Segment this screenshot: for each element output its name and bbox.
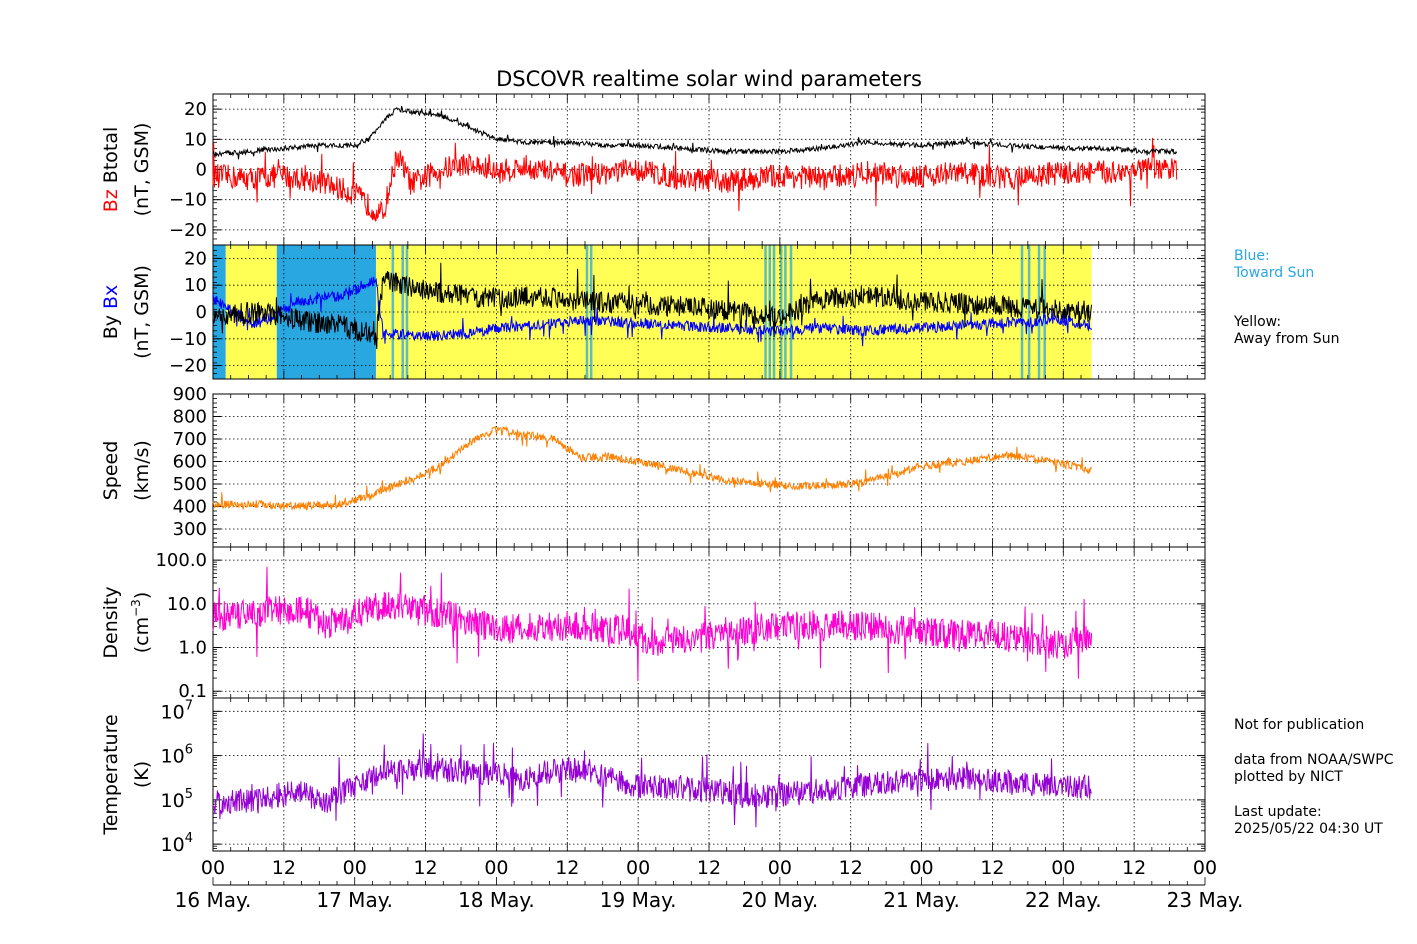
panels-group: −20 −10 0 10 20 Bz Btotal (nT, GSM) −20 −10 0 10 20… — [100, 93, 1206, 856]
sector-toward-stripe — [391, 245, 395, 379]
date-label: 18 May. — [458, 888, 535, 912]
note-last-update-value: 2025/05/22 04:30 UT — [1234, 821, 1383, 837]
date-label: 21 May. — [883, 888, 960, 912]
y-label-main: Temperature — [100, 714, 122, 835]
y-tick-exponent: 6 — [185, 743, 193, 758]
y-tick-label: −20 — [169, 220, 207, 241]
x-tick-label: 00 — [626, 857, 650, 879]
x-tick-label: 00 — [1051, 857, 1075, 879]
series-speed-line — [212, 425, 1093, 511]
y-tick-label: −10 — [169, 190, 207, 211]
y-label-main: Density — [100, 586, 122, 658]
legend-yellow-title: Yellow: — [1234, 314, 1282, 330]
series-btotal-line — [212, 106, 1178, 160]
sector-toward-stripe — [1037, 245, 1041, 379]
y-tick-label: 300 — [173, 519, 207, 540]
note-plotted-by: plotted by NICT — [1234, 769, 1343, 785]
y-label-units: (K) — [131, 761, 153, 788]
note-not-for-publication: Not for publication — [1234, 717, 1365, 733]
date-label: 19 May. — [600, 888, 677, 912]
y-tick-label: 20 — [184, 248, 207, 269]
sector-toward-stripe — [401, 245, 404, 379]
y-tick-label: 0 — [196, 302, 207, 323]
y-tick-label: 10.0 — [167, 594, 207, 615]
y-tick-label: 400 — [173, 497, 207, 518]
note-data-source: data from NOAA/SWPC — [1234, 752, 1394, 768]
date-label: 16 May. — [175, 888, 252, 912]
y-label-units: (nT, GSM) — [131, 265, 153, 359]
series-bz-line — [212, 137, 1178, 222]
x-tick-label: 00 — [484, 857, 508, 879]
y-tick-label: 107 — [161, 698, 193, 723]
y-tick-exponent: 5 — [185, 787, 193, 802]
y-tick-label: 0.1 — [178, 681, 207, 702]
legend-blue-title: Blue: — [1234, 248, 1270, 264]
x-tick-label: 00 — [201, 857, 225, 879]
x-tick-label: 12 — [413, 857, 437, 879]
x-tick-label: 12 — [555, 857, 579, 879]
sector-toward-stripe — [589, 245, 593, 379]
series-temperature-line — [212, 733, 1093, 828]
y-tick-label: 600 — [173, 452, 207, 473]
y-tick-label: 10 — [184, 275, 207, 296]
chart-title: DSCOVR realtime solar wind parameters — [496, 67, 922, 91]
x-tick-label: 12 — [980, 857, 1004, 879]
x-tick-label: 12 — [839, 857, 863, 879]
sector-toward-stripe — [405, 245, 409, 379]
date-label: 23 May. — [1167, 888, 1244, 912]
y-tick-label: 0 — [196, 160, 207, 181]
y-tick-label: −10 — [169, 329, 207, 350]
y-tick-label: 900 — [173, 384, 207, 405]
y-tick-label: 100.0 — [155, 550, 207, 571]
x-tick-label: 00 — [343, 857, 367, 879]
legend-yellow-text: Away from Sun — [1234, 331, 1340, 347]
x-tick-label: 00 — [768, 857, 792, 879]
series-bx-line — [212, 276, 1093, 347]
x-tick-label: 12 — [1122, 857, 1146, 879]
y-tick-label: 10 — [184, 129, 207, 150]
y-tick-label: 20 — [184, 99, 207, 120]
y-label-main: Speed — [100, 441, 122, 501]
y-tick-label: 500 — [173, 474, 207, 495]
y-tick-label: −20 — [169, 356, 207, 377]
x-tick-label: 12 — [697, 857, 721, 879]
panel-bfield: −20 −10 0 10 20 Bz Btotal (nT, GSM) — [100, 93, 1206, 246]
y-tick-label: 800 — [173, 407, 207, 428]
panel-bxby: −20 −10 0 10 20 By Bx (nT, GSM) — [100, 244, 1206, 380]
x-tick-label: 00 — [1193, 857, 1217, 879]
y-label-name: Btotal — [100, 127, 122, 190]
y-tick-label: 104 — [161, 831, 193, 856]
date-label: 20 May. — [742, 888, 819, 912]
panel-density: 0.1 1.0 10.0 100.0 Density (cm−3) — [100, 546, 1206, 702]
y-label-units: (nT, GSM) — [131, 123, 153, 217]
y-label-colored: Bz — [100, 189, 122, 212]
y-label-units: (km/s) — [131, 440, 153, 501]
y-label-main: By Bx — [100, 285, 122, 340]
date-label: 17 May. — [316, 888, 393, 912]
x-tick-label: 00 — [909, 857, 933, 879]
note-last-update-label: Last update: — [1234, 804, 1322, 820]
x-tick-label: 12 — [272, 857, 296, 879]
series-density-line — [212, 566, 1093, 682]
sector-toward-stripe — [585, 245, 589, 379]
y-tick-label: 1.0 — [178, 638, 207, 659]
y-tick-label: 105 — [161, 787, 193, 812]
y-label-units: (cm−3) — [129, 592, 153, 654]
date-label: 22 May. — [1025, 888, 1102, 912]
y-tick-exponent: 7 — [185, 698, 193, 713]
panel-temp: 104 105 106 107 Temperature (K) — [100, 697, 1206, 856]
x-axis: 00 12 00 12 00 12 00 12 00 12 00 12 00 12 00 16 May. 17 … — [175, 857, 1244, 912]
y-tick-label: 700 — [173, 429, 207, 450]
y-tick-exponent: 4 — [185, 831, 193, 846]
legend-blue-text: Toward Sun — [1234, 265, 1315, 281]
sector-toward-stripe — [789, 245, 793, 379]
y-tick-label: 106 — [161, 743, 193, 768]
y-label-main: Bz Btotal — [100, 127, 122, 213]
series-by-line — [212, 262, 1093, 350]
y-label-units-exponent: −3 — [129, 599, 143, 617]
